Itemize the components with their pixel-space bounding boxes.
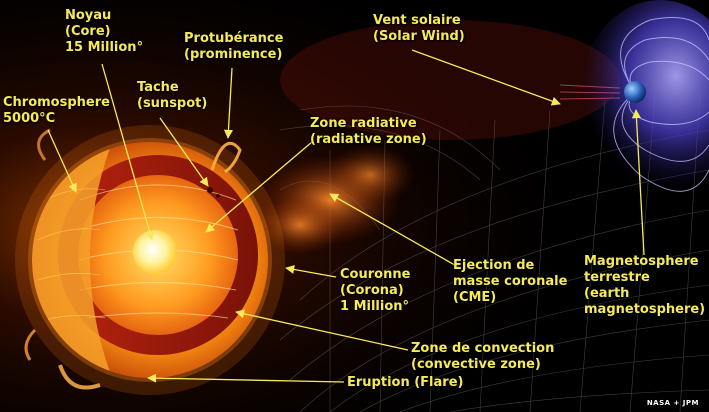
- label-magnetosphere-line3: (earth: [584, 286, 630, 301]
- arrow-sunspot: [159, 117, 209, 187]
- arrow-radiative: [205, 141, 313, 233]
- label-chromosphere: Chromosphere 5000°C: [3, 95, 110, 127]
- label-chromosphere-line1: Chromosphere: [3, 95, 110, 110]
- label-magnetosphere-line4: magnetosphere): [584, 302, 706, 317]
- label-radiative-zone-line1: Zone radiative: [310, 116, 417, 131]
- arrow-flare: [147, 373, 345, 383]
- label-sunspot: Tache (sunspot): [137, 80, 207, 112]
- arrow-convection: [235, 309, 409, 351]
- label-core-line3: 15 Million°: [65, 40, 144, 55]
- label-sunspot-line1: Tache: [137, 80, 179, 95]
- label-magnetosphere-line2: terrestre: [584, 270, 650, 285]
- label-chromosphere-line2: 5000°C: [3, 111, 56, 126]
- label-core-line2: (Core): [65, 24, 111, 39]
- label-core-line1: Noyau: [65, 8, 112, 23]
- label-core: Noyau (Core) 15 Million°: [65, 8, 143, 56]
- arrow-cme: [329, 193, 461, 269]
- image-credit: NASA + JPM: [646, 399, 699, 407]
- label-prominence: Protubérance (prominence): [184, 31, 283, 63]
- label-solar-wind-line1: Vent solaire: [373, 13, 461, 28]
- label-flare-line1: Eruption (Flare): [347, 375, 464, 390]
- label-flare: Eruption (Flare): [347, 375, 463, 391]
- label-cme-line2: masse coronale: [453, 274, 568, 289]
- label-sunspot-line2: (sunspot): [137, 96, 208, 111]
- sun: [15, 125, 285, 395]
- label-cme-line1: Ejection de: [453, 258, 535, 273]
- label-prominence-line1: Protubérance: [184, 31, 284, 46]
- label-radiative-zone: Zone radiative (radiative zone): [310, 116, 427, 148]
- label-radiative-zone-line2: (radiative zone): [310, 132, 427, 147]
- arrow-corona: [285, 264, 337, 278]
- label-cme: Ejection de masse coronale (CME): [453, 258, 567, 306]
- label-convective-zone-line2: (convective zone): [411, 357, 541, 372]
- arrow-core: [101, 63, 155, 241]
- arrow-prominence: [223, 67, 234, 139]
- label-prominence-line2: (prominence): [184, 47, 283, 62]
- label-solar-wind-line2: (Solar Wind): [373, 29, 465, 44]
- label-corona-line1: Couronne: [340, 267, 411, 282]
- label-magnetosphere: Magnetosphere terrestre (earth magnetosp…: [584, 254, 705, 318]
- pointer-arrows: [47, 49, 645, 383]
- earth-magnetosphere: [559, 0, 709, 192]
- arrow-magnetosphere: [631, 109, 645, 256]
- label-convective-zone: Zone de convection (convective zone): [411, 341, 554, 373]
- arrow-solar-wind: [411, 49, 561, 106]
- label-corona-line3: 1 Million°: [340, 299, 410, 314]
- label-corona-line2: (Corona): [340, 283, 404, 298]
- label-convective-zone-line1: Zone de convection: [411, 341, 555, 356]
- arrow-chromosphere: [47, 129, 77, 193]
- label-cme-line3: (CME): [453, 290, 497, 305]
- label-magnetosphere-line1: Magnetosphere: [584, 254, 699, 269]
- label-corona: Couronne (Corona) 1 Million°: [340, 267, 410, 315]
- label-solar-wind: Vent solaire (Solar Wind): [373, 13, 465, 45]
